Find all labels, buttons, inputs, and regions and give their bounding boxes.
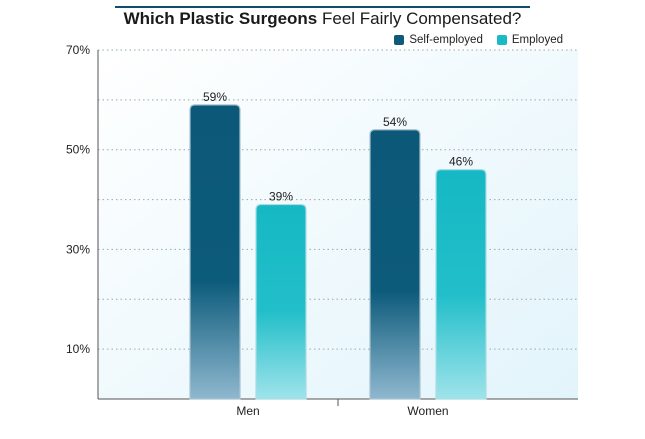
- chart-title-area: Which Plastic Surgeons Feel Fairly Compe…: [0, 0, 645, 40]
- x-tick-label: Men: [236, 404, 259, 418]
- y-tick-label: 10%: [66, 342, 90, 356]
- legend-swatch-employed: [496, 35, 507, 45]
- chart-title: Which Plastic Surgeons Feel Fairly Compe…: [0, 9, 645, 29]
- chart-title-regular: Feel Fairly Compensated?: [322, 9, 522, 28]
- bar-employed-men: [255, 203, 307, 400]
- bar-self-employed-women: [369, 129, 421, 400]
- legend-label-employed: Employed: [511, 34, 563, 46]
- y-tick-label: 30%: [66, 242, 90, 256]
- legend-label-self-employed: Self-employed: [409, 34, 483, 46]
- legend: Self-employed Employed: [394, 34, 563, 46]
- plot-background: [98, 50, 578, 399]
- plot-area: 10% 30% 50% 70% 59% 39% Men 54% 46% Women: [66, 43, 578, 418]
- y-tick-label: 70%: [66, 43, 90, 57]
- y-tick-label: 50%: [66, 143, 90, 157]
- data-label: 59%: [203, 90, 227, 104]
- data-label: 46%: [449, 155, 473, 169]
- data-label: 39%: [269, 190, 293, 204]
- x-tick-label: Women: [407, 404, 448, 418]
- legend-item-self-employed: Self-employed: [394, 34, 483, 46]
- legend-swatch-self-employed: [394, 35, 405, 45]
- bar-employed-women: [435, 169, 487, 400]
- chart-title-bold: Which Plastic Surgeons: [123, 9, 318, 28]
- bar-self-employed-men: [189, 104, 241, 400]
- data-label: 54%: [383, 115, 407, 129]
- title-rule: [115, 6, 530, 8]
- legend-item-employed: Employed: [496, 34, 563, 46]
